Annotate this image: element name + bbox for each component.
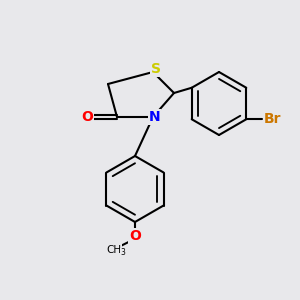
Text: methoxy: methoxy (113, 251, 119, 252)
Text: N: N (149, 110, 160, 124)
Text: CH: CH (106, 245, 122, 255)
Text: 3: 3 (120, 248, 125, 257)
Text: Br: Br (264, 112, 281, 126)
Text: S: S (151, 62, 161, 76)
Text: O: O (129, 230, 141, 243)
Text: O: O (81, 110, 93, 124)
